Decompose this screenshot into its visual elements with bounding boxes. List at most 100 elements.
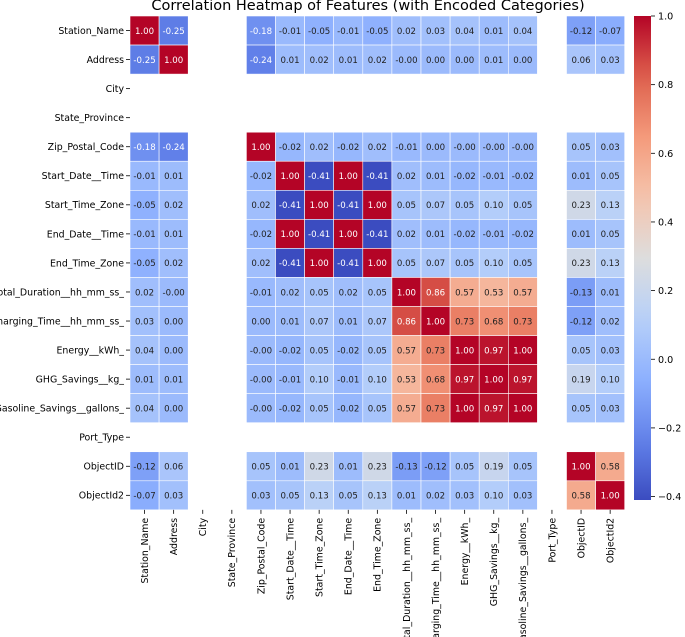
cell-value-label: -0.01 bbox=[250, 288, 272, 298]
heatmap-cell bbox=[333, 219, 364, 249]
cell-value-label: 0.00 bbox=[426, 143, 445, 153]
cell-value-label: 0.01 bbox=[426, 230, 445, 240]
cell-value-label: -0.00 bbox=[512, 143, 534, 153]
cell-value-label: 0.02 bbox=[368, 56, 387, 66]
heatmap-cell bbox=[595, 248, 625, 278]
cell-value-label: 0.05 bbox=[280, 492, 299, 502]
heatmap-cell bbox=[333, 364, 364, 394]
cell-value-label: -0.05 bbox=[133, 201, 155, 211]
heatmap-cell bbox=[391, 160, 422, 191]
colorbar-tick-label: 0.6 bbox=[658, 149, 673, 160]
cell-value-label: 0.97 bbox=[484, 404, 503, 414]
cell-value-label: 0.02 bbox=[397, 230, 416, 240]
heatmap-cell bbox=[595, 364, 625, 394]
cell-value-label: -0.18 bbox=[250, 27, 272, 37]
x-tick-labels: Station_Name Address City State_Province Zip… bbox=[140, 509, 617, 637]
heatmap-cell bbox=[129, 131, 160, 162]
x-tick-label: GHG_Savings__kg_ bbox=[489, 518, 500, 607]
cell-value-label: 0.03 bbox=[426, 27, 445, 37]
heatmap-cell bbox=[304, 190, 335, 220]
cell-value-label: 0.02 bbox=[310, 143, 329, 153]
cell-value-label: -0.00 bbox=[250, 404, 272, 414]
cell-value-label: 0.01 bbox=[164, 375, 183, 385]
cell-value-label: 0.01 bbox=[426, 172, 445, 182]
cell-value-label: 0.01 bbox=[601, 288, 620, 298]
heatmap-cell bbox=[362, 160, 393, 191]
x-tick-label: State_Province bbox=[227, 518, 238, 588]
cell-value-label: 0.73 bbox=[513, 317, 532, 327]
cell-value-label: 1.00 bbox=[368, 201, 387, 211]
cell-value-label: 0.97 bbox=[455, 375, 474, 385]
cell-value-label: 0.23 bbox=[571, 259, 590, 269]
cell-value-label: -0.07 bbox=[599, 27, 621, 37]
cell-value-label: -0.02 bbox=[337, 346, 359, 356]
x-tick-label: Address bbox=[169, 518, 180, 555]
heatmap-cell bbox=[246, 131, 276, 162]
cell-value-label: 0.02 bbox=[251, 201, 270, 211]
heatmap-cell bbox=[158, 335, 189, 365]
cell-value-label: 0.03 bbox=[135, 317, 154, 327]
heatmap-cell bbox=[478, 480, 509, 511]
y-tick-labels: Station_Name Address City State_Province Zip… bbox=[0, 26, 130, 502]
cell-value-label: 0.03 bbox=[251, 492, 270, 502]
cell-value-label: 1.00 bbox=[339, 230, 358, 240]
cell-value-label: 0.07 bbox=[310, 317, 329, 327]
cell-value-label: -0.01 bbox=[395, 143, 417, 153]
cell-value-label: 0.73 bbox=[426, 404, 445, 414]
cell-value-label: 0.03 bbox=[601, 56, 620, 66]
heatmap-cell bbox=[478, 306, 509, 336]
cell-value-label: -0.02 bbox=[337, 404, 359, 414]
cell-value-label: 0.01 bbox=[164, 230, 183, 240]
cell-value-label: 0.05 bbox=[455, 463, 474, 473]
y-tick-label: Start_Time_Zone bbox=[45, 200, 124, 211]
cell-value-label: 0.06 bbox=[571, 56, 590, 66]
heatmap-cell bbox=[391, 219, 422, 249]
heatmap-cell bbox=[362, 219, 393, 249]
heatmap-cell bbox=[362, 393, 393, 423]
cell-value-label: 0.05 bbox=[397, 259, 416, 269]
heatmap-cell bbox=[246, 44, 276, 75]
x-tick-label: Start_Date__Time bbox=[285, 518, 296, 601]
cell-value-label: -0.02 bbox=[250, 172, 272, 182]
heatmap-cell bbox=[420, 451, 451, 482]
colorbar-tick-label: −0.2 bbox=[658, 423, 681, 434]
cell-value-label: 0.05 bbox=[251, 463, 270, 473]
colorbar-tick-label: −0.4 bbox=[658, 492, 681, 503]
heatmap-cell bbox=[507, 335, 538, 365]
heatmap-cell bbox=[246, 15, 276, 46]
heatmap-cell bbox=[333, 335, 364, 365]
heatmap-cell bbox=[507, 306, 538, 336]
heatmap-cell bbox=[158, 306, 189, 336]
heatmap-cell bbox=[158, 393, 189, 423]
cell-value-label: 0.02 bbox=[397, 27, 416, 37]
heatmap-cell bbox=[478, 190, 509, 220]
cell-value-label: -0.41 bbox=[366, 230, 388, 240]
cell-value-label: 0.07 bbox=[426, 201, 445, 211]
cell-value-label: -0.41 bbox=[337, 201, 359, 211]
cell-value-label: 0.19 bbox=[571, 375, 590, 385]
y-tick-label: End_Date__Time bbox=[47, 229, 124, 240]
cell-value-label: -0.41 bbox=[308, 172, 330, 182]
heatmap-cell bbox=[158, 277, 189, 307]
heatmap-cell bbox=[507, 131, 538, 162]
heatmap-cell bbox=[275, 277, 305, 307]
cell-value-label: 0.05 bbox=[571, 346, 590, 356]
heatmap-cell bbox=[595, 219, 625, 249]
heatmap-cell bbox=[420, 480, 451, 511]
cell-value-label: -0.41 bbox=[279, 259, 301, 269]
heatmap-cell bbox=[478, 131, 509, 162]
heatmap-cell bbox=[507, 248, 538, 278]
heatmap-cell bbox=[391, 480, 422, 511]
cell-value-label: -0.24 bbox=[250, 56, 272, 66]
heatmap-cell bbox=[333, 480, 364, 511]
heatmap-cell bbox=[420, 219, 451, 249]
heatmap-cell bbox=[362, 277, 393, 307]
heatmap-cell bbox=[420, 277, 451, 307]
heatmap-cell bbox=[246, 160, 276, 191]
cell-value-label: 0.57 bbox=[397, 404, 416, 414]
cell-value-label: 0.01 bbox=[280, 463, 299, 473]
cell-value-label: 0.23 bbox=[368, 463, 387, 473]
heatmap-cell bbox=[304, 160, 335, 191]
cell-value-label: 0.04 bbox=[513, 27, 532, 37]
heatmap-cell bbox=[507, 451, 538, 482]
